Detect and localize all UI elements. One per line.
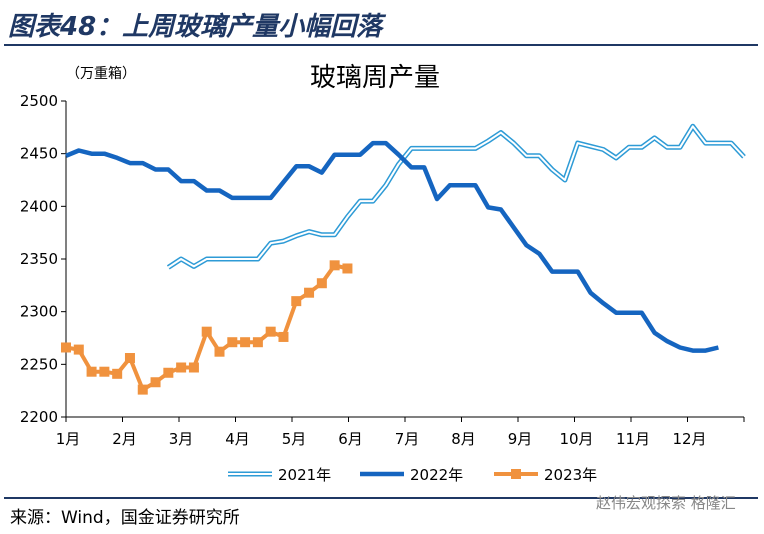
bottom-rule: [4, 497, 758, 499]
series-2023-point: [73, 344, 84, 355]
legend-marker: [511, 469, 521, 479]
figure-title: 图表48：上周玻璃产量小幅回落: [8, 12, 383, 42]
series-2023-point: [124, 353, 135, 364]
x-tick-label: 10月: [559, 430, 593, 448]
unit-label: （万重箱）: [66, 66, 136, 82]
series-2023-point: [214, 346, 225, 357]
legend-label: 2023年: [544, 466, 597, 484]
y-tick-label: 2400: [20, 197, 58, 215]
series-2023-point: [86, 366, 97, 377]
chart-title: 玻璃周产量: [310, 63, 440, 93]
x-tick-label: 2月: [112, 430, 137, 448]
series-2023-point: [176, 362, 187, 373]
series-2023-point: [291, 296, 302, 307]
legend-item-2021: 2021年: [228, 466, 331, 484]
y-tick-label: 2250: [20, 355, 58, 373]
series-2023-point: [329, 260, 340, 271]
series-2021: [166, 123, 746, 270]
series-2023-point: [265, 326, 276, 337]
x-tick-label: 9月: [508, 430, 533, 448]
x-tick-label: 4月: [225, 430, 250, 448]
series-2022: [65, 140, 719, 353]
x-tick-label: 3月: [169, 430, 194, 448]
series-2023-point: [227, 337, 238, 348]
series-2022-line: [65, 140, 719, 353]
series-2023-point: [99, 366, 110, 377]
y-tick-label: 2450: [20, 145, 58, 163]
series-2023-point: [137, 384, 148, 395]
y-tick-label: 2300: [20, 303, 58, 321]
x-tick-label: 1月: [56, 430, 81, 448]
series-2023-point: [342, 263, 353, 274]
legend-item-2023: 2023年: [494, 466, 597, 484]
series-2023-point: [304, 287, 315, 298]
series-2021-line-inner: [167, 125, 745, 269]
x-tick-label: 12月: [672, 430, 706, 448]
y-tick-label: 2200: [20, 408, 58, 426]
series-2023: [61, 260, 353, 395]
series-2023-point: [316, 278, 327, 289]
x-tick-label: 5月: [282, 430, 307, 448]
series-2023-point: [163, 367, 174, 378]
series-2023-point: [278, 331, 289, 342]
axes: 2200 2250 2300 2350 2400 2450 2500 1月 2月 3月 4月 5月 6月…: [20, 92, 745, 448]
legend-label: 2022年: [410, 466, 463, 484]
y-tick-label: 2500: [20, 92, 58, 110]
series-2023-point: [240, 337, 251, 348]
source-note: 来源：Wind，国金证券研究所: [10, 508, 240, 528]
series-layer: [61, 123, 746, 395]
series-2023-point: [61, 342, 71, 353]
x-tick-label: 11月: [616, 430, 650, 448]
top-rule: [4, 44, 758, 46]
legend: 2021年 2022年 2023年: [228, 466, 597, 484]
series-2023-point: [112, 368, 123, 379]
series-2023-point: [252, 337, 263, 348]
watermark: 赵伟宏观探索 格隆汇: [596, 494, 736, 512]
series-2023-point: [150, 377, 161, 388]
series-2023-point: [201, 326, 212, 337]
x-tick-label: 7月: [395, 430, 420, 448]
series-2023-point: [188, 362, 199, 373]
x-tick-label: 6月: [338, 430, 363, 448]
legend-label: 2021年: [278, 466, 331, 484]
y-tick-label: 2350: [20, 250, 58, 268]
x-tick-label: 8月: [451, 430, 476, 448]
legend-item-2022: 2022年: [360, 466, 463, 484]
